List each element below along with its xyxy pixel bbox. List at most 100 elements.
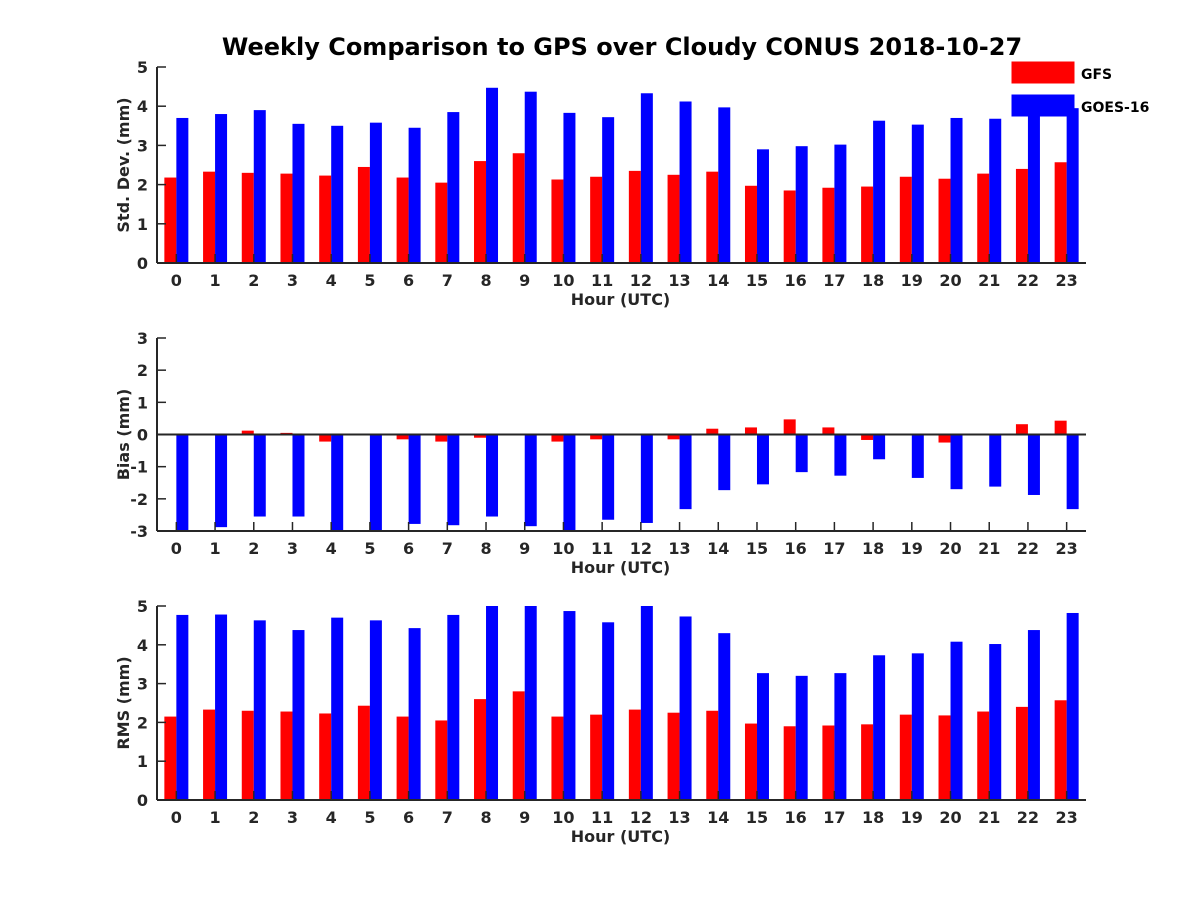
bar-goes16-hour-17 <box>834 673 847 800</box>
x-tick-label: 19 <box>901 808 923 827</box>
x-tick-label: 8 <box>480 808 491 827</box>
bar-goes16-hour-0 <box>176 434 189 531</box>
bar-goes16-hour-12 <box>640 93 653 263</box>
x-tick-label: 14 <box>707 808 729 827</box>
x-tick-label: 18 <box>862 271 884 290</box>
bar-goes16-hour-2 <box>253 110 266 264</box>
x-tick-label: 10 <box>552 271 574 290</box>
bar-goes16-hour-3 <box>292 123 305 263</box>
bar-goes16-hour-3 <box>292 434 305 517</box>
bar-goes16-hour-17 <box>834 144 847 263</box>
bar-goes16-hour-17 <box>834 434 847 476</box>
bar-gfs-hour-13 <box>667 434 680 440</box>
x-tick-label: 21 <box>978 539 1000 558</box>
x-tick-label: 14 <box>707 539 729 558</box>
x-tick-label: 4 <box>326 808 337 827</box>
bar-goes16-hour-22 <box>1027 630 1040 800</box>
y-tick-label: 2 <box>137 176 148 195</box>
x-tick-label: 2 <box>248 271 259 290</box>
x-tick-label: 23 <box>1056 808 1078 827</box>
bar-gfs-hour-1 <box>203 709 216 800</box>
bar-goes16-hour-3 <box>292 630 305 800</box>
bar-gfs-hour-4 <box>319 713 332 800</box>
x-tick-label: 12 <box>630 271 652 290</box>
bar-gfs-hour-20 <box>938 178 951 263</box>
bar-gfs-hour-5 <box>357 166 370 263</box>
bar-gfs-hour-15 <box>744 427 757 435</box>
y-axis-label: Std. Dev. (mm) <box>114 97 133 232</box>
bar-goes16-hour-2 <box>253 620 266 800</box>
y-tick-label: 3 <box>137 675 148 694</box>
y-tick-label: 3 <box>137 136 148 155</box>
bar-goes16-hour-9 <box>524 91 537 263</box>
bar-gfs-hour-23 <box>1054 420 1067 435</box>
y-axis-label: Bias (mm) <box>114 389 133 481</box>
x-tick-label: 15 <box>746 539 768 558</box>
bar-gfs-hour-18 <box>861 724 874 800</box>
x-tick-label: 22 <box>1017 271 1039 290</box>
x-tick-label: 1 <box>209 539 220 558</box>
bar-gfs-hour-12 <box>628 709 641 800</box>
bar-gfs-hour-14 <box>706 710 719 800</box>
bar-goes16-hour-10 <box>563 434 576 531</box>
bar-goes16-hour-2 <box>253 434 266 517</box>
bar-gfs-hour-10 <box>551 179 564 263</box>
x-tick-label: 5 <box>364 808 375 827</box>
bar-gfs-hour-16 <box>783 419 796 435</box>
bar-gfs-hour-15 <box>744 185 757 263</box>
x-tick-label: 17 <box>823 808 845 827</box>
x-tick-label: 22 <box>1017 808 1039 827</box>
x-tick-label: 12 <box>630 539 652 558</box>
bar-gfs-hour-6 <box>396 434 409 440</box>
bar-gfs-hour-4 <box>319 434 332 442</box>
bar-goes16-hour-11 <box>602 622 615 800</box>
bar-gfs-hour-11 <box>590 176 603 263</box>
x-tick-label: 3 <box>287 808 298 827</box>
bar-goes16-hour-15 <box>756 434 769 485</box>
bar-goes16-hour-20 <box>950 641 963 800</box>
y-tick-label: 5 <box>137 58 148 77</box>
bar-goes16-hour-15 <box>756 149 769 263</box>
bar-goes16-hour-5 <box>369 620 382 800</box>
x-tick-label: 9 <box>519 808 530 827</box>
x-tick-label: 17 <box>823 271 845 290</box>
bar-goes16-hour-9 <box>524 434 537 527</box>
bar-gfs-hour-22 <box>1015 424 1028 435</box>
x-tick-label: 9 <box>519 539 530 558</box>
bar-goes16-hour-14 <box>718 633 731 800</box>
legend-label-goes16: GOES-16 <box>1081 100 1149 116</box>
x-tick-label: 12 <box>630 808 652 827</box>
bar-gfs-hour-8 <box>474 161 487 263</box>
y-tick-label: 4 <box>137 636 148 655</box>
y-tick-label: 1 <box>137 752 148 771</box>
x-tick-label: 16 <box>785 808 807 827</box>
bar-gfs-hour-22 <box>1015 706 1028 800</box>
bar-gfs-hour-23 <box>1054 162 1067 263</box>
x-tick-label: 5 <box>364 271 375 290</box>
bar-gfs-hour-21 <box>977 173 990 263</box>
x-tick-label: 15 <box>746 271 768 290</box>
bar-goes16-hour-11 <box>602 434 615 520</box>
x-tick-label: 13 <box>668 539 690 558</box>
bar-goes16-hour-10 <box>563 611 576 800</box>
bar-gfs-hour-11 <box>590 434 603 440</box>
bar-goes16-hour-13 <box>679 616 692 800</box>
bar-goes16-hour-23 <box>1066 108 1079 263</box>
bar-gfs-hour-3 <box>280 173 293 263</box>
x-tick-label: 10 <box>552 808 574 827</box>
x-tick-label: 7 <box>442 539 453 558</box>
bar-goes16-hour-7 <box>447 614 460 800</box>
bar-gfs-hour-8 <box>474 699 487 800</box>
x-tick-label: 8 <box>480 539 491 558</box>
bar-goes16-hour-10 <box>563 112 576 263</box>
x-tick-label: 6 <box>403 539 414 558</box>
bar-goes16-hour-18 <box>873 434 886 460</box>
bar-goes16-hour-6 <box>408 434 421 524</box>
x-tick-label: 13 <box>668 808 690 827</box>
bar-goes16-hour-0 <box>176 117 189 264</box>
bar-gfs-hour-6 <box>396 716 409 800</box>
bar-goes16-hour-12 <box>640 434 653 523</box>
